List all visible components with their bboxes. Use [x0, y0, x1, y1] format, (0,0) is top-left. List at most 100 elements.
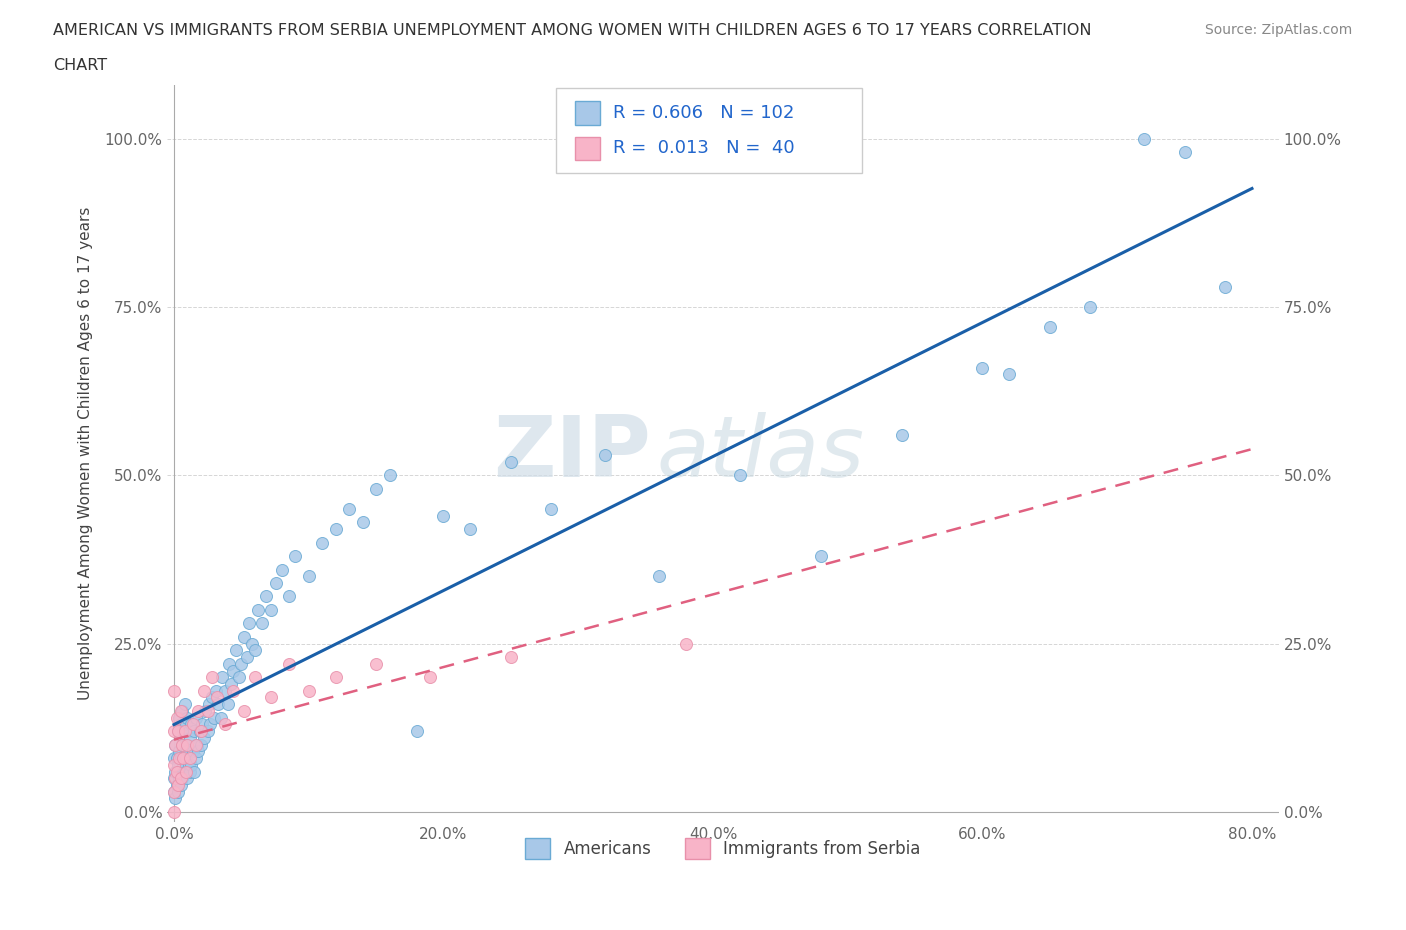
- Point: [165, 737, 187, 752]
- Point: [184, 711, 207, 725]
- Point: [337, 501, 360, 516]
- Point: [181, 744, 204, 759]
- Point: [198, 697, 221, 711]
- Text: CHART: CHART: [53, 58, 107, 73]
- Point: [170, 771, 193, 786]
- Point: [176, 711, 198, 725]
- Point: [197, 724, 219, 738]
- Point: [207, 697, 229, 711]
- Point: [593, 447, 616, 462]
- Point: [174, 764, 197, 779]
- Point: [163, 757, 186, 772]
- Point: [364, 657, 387, 671]
- Point: [180, 757, 202, 772]
- Point: [174, 751, 197, 765]
- Point: [675, 636, 697, 651]
- Point: [1133, 131, 1156, 146]
- Point: [648, 569, 671, 584]
- Point: [460, 522, 482, 537]
- Point: [540, 501, 562, 516]
- Legend: Americans, Immigrants from Serbia: Americans, Immigrants from Serbia: [519, 831, 928, 865]
- Point: [166, 711, 188, 725]
- Point: [1078, 299, 1101, 314]
- Point: [890, 428, 912, 443]
- Text: ZIP: ZIP: [494, 412, 651, 495]
- Point: [284, 549, 307, 564]
- Point: [177, 724, 200, 738]
- Point: [238, 616, 260, 631]
- Point: [170, 771, 193, 786]
- Point: [205, 690, 228, 705]
- Point: [166, 777, 188, 792]
- Point: [165, 764, 187, 779]
- Point: [325, 670, 347, 684]
- Point: [325, 522, 347, 537]
- Point: [172, 757, 194, 772]
- Point: [167, 757, 190, 772]
- Text: AMERICAN VS IMMIGRANTS FROM SERBIA UNEMPLOYMENT AMONG WOMEN WITH CHILDREN AGES 6: AMERICAN VS IMMIGRANTS FROM SERBIA UNEMP…: [53, 23, 1092, 38]
- Point: [183, 724, 205, 738]
- Text: R =  0.013   N =  40: R = 0.013 N = 40: [613, 140, 794, 157]
- Point: [165, 791, 187, 806]
- Text: atlas: atlas: [657, 412, 865, 495]
- Point: [173, 737, 195, 752]
- Point: [166, 764, 188, 779]
- Point: [235, 650, 257, 665]
- FancyBboxPatch shape: [557, 88, 862, 173]
- Point: [170, 751, 193, 765]
- Point: [432, 509, 454, 524]
- Point: [204, 684, 226, 698]
- Point: [246, 603, 269, 618]
- Point: [233, 703, 256, 718]
- Point: [1039, 320, 1062, 335]
- Point: [1174, 145, 1197, 160]
- Point: [179, 751, 201, 765]
- Point: [181, 717, 204, 732]
- Point: [172, 751, 194, 765]
- Point: [277, 589, 299, 604]
- Point: [188, 724, 211, 738]
- Point: [1213, 279, 1236, 294]
- Point: [170, 777, 193, 792]
- Text: Source: ZipAtlas.com: Source: ZipAtlas.com: [1205, 23, 1353, 37]
- Point: [165, 771, 187, 786]
- Point: [163, 771, 186, 786]
- Y-axis label: Unemployment Among Women with Children Ages 6 to 17 years: Unemployment Among Women with Children A…: [79, 206, 93, 700]
- Point: [202, 711, 225, 725]
- Point: [211, 670, 233, 684]
- Point: [972, 360, 994, 375]
- Point: [187, 703, 209, 718]
- Point: [179, 730, 201, 745]
- Point: [260, 690, 283, 705]
- Point: [218, 657, 240, 671]
- FancyBboxPatch shape: [575, 101, 600, 125]
- Point: [298, 569, 321, 584]
- Point: [998, 366, 1021, 381]
- Point: [167, 784, 190, 799]
- Point: [179, 764, 201, 779]
- Point: [243, 643, 266, 658]
- Point: [165, 737, 187, 752]
- Point: [193, 730, 215, 745]
- Point: [270, 562, 292, 577]
- Point: [201, 670, 224, 684]
- Point: [176, 737, 198, 752]
- Point: [728, 468, 751, 483]
- Point: [184, 737, 207, 752]
- Point: [186, 737, 208, 752]
- Point: [170, 703, 193, 718]
- Point: [209, 711, 232, 725]
- Point: [499, 455, 522, 470]
- Point: [180, 717, 202, 732]
- Point: [219, 677, 242, 692]
- Point: [214, 684, 236, 698]
- Point: [194, 703, 217, 718]
- Point: [169, 771, 191, 786]
- Point: [266, 576, 288, 591]
- Point: [187, 744, 209, 759]
- Point: [378, 468, 401, 483]
- Point: [311, 535, 333, 550]
- Point: [184, 751, 207, 765]
- Point: [163, 684, 186, 698]
- Point: [173, 697, 195, 711]
